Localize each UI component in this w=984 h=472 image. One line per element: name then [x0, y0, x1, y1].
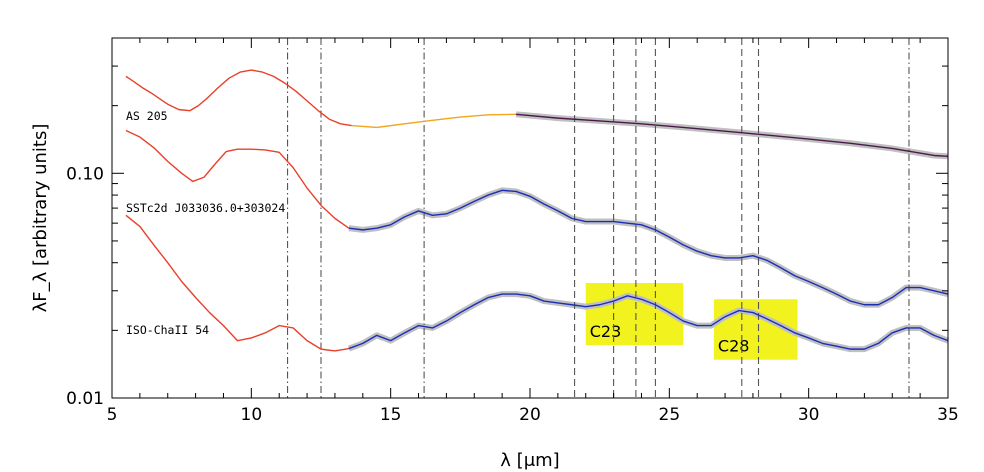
- x-tick-label: 25: [659, 405, 681, 425]
- x-tick-label: 35: [937, 405, 959, 425]
- y-tick-label: 0.01: [66, 389, 104, 409]
- highlight-label-c23: C23: [590, 322, 622, 341]
- axis-ticks: 5 10 15 20 25 30 35 0.01 0.10: [66, 37, 959, 425]
- series-line-iso-chaii-54-0: [125, 214, 349, 352]
- x-axis-title: λ [μm]: [500, 450, 559, 471]
- uncertainty-band-as-205-2: [515, 111, 949, 160]
- x-tick-label: 5: [107, 405, 118, 425]
- series-line-sstc2d-j033036-0-303024-0: [125, 129, 350, 229]
- feature-lines: [287, 38, 910, 398]
- highlight-label-c28: C28: [718, 337, 750, 356]
- series-label-iso-chaii-54: ISO-ChaII 54: [126, 323, 209, 337]
- x-tick-label: 30: [798, 405, 820, 425]
- x-tick-label: 20: [519, 405, 541, 425]
- series-labels: AS 205 SSTc2d J033036.0+303024 ISO-ChaII 5…: [126, 109, 285, 337]
- series-line-sstc2d-j033036-0-303024-1: [348, 189, 949, 306]
- y-axis-title: λF_λ [arbitrary units]: [30, 124, 51, 313]
- series-line-as-205-2: [516, 113, 949, 158]
- series-line-as-205-1: [351, 113, 517, 129]
- x-tick-label: 10: [241, 405, 263, 425]
- spectra-series: [125, 69, 949, 352]
- series-label-as-205: AS 205: [126, 109, 168, 123]
- y-tick-label: 0.10: [66, 164, 104, 184]
- series-line-iso-chaii-54-1: [348, 293, 949, 350]
- x-tick-label: 15: [380, 405, 402, 425]
- series-label-sstc2d-j033036-0-303024: SSTc2d J033036.0+303024: [126, 201, 285, 215]
- series-line-as-205-0: [125, 69, 352, 127]
